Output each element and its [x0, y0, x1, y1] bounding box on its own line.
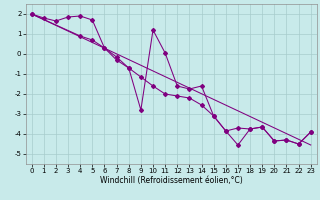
X-axis label: Windchill (Refroidissement éolien,°C): Windchill (Refroidissement éolien,°C): [100, 176, 243, 185]
